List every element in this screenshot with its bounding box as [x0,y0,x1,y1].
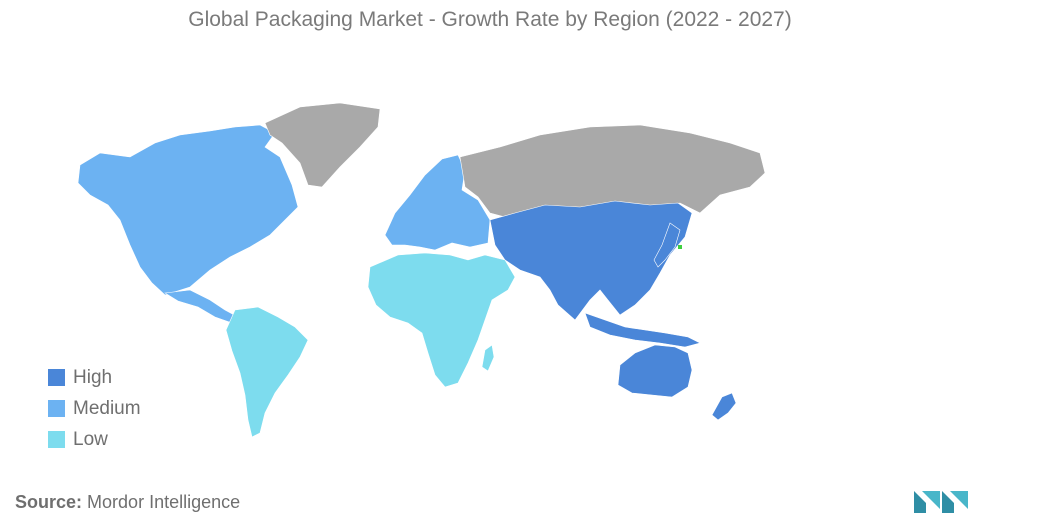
chart-title: Global Packaging Market - Growth Rate by… [188,8,792,31]
region-madagascar [481,344,495,372]
legend-label-high: High [73,366,113,388]
mordor-intelligence-logo-icon [914,491,968,513]
highlight-marker [678,245,682,249]
legend-item-high: High [48,362,141,393]
legend: High Medium Low [48,362,141,455]
region-russia [459,124,766,218]
region-south-america [225,306,309,438]
legend-label-low: Low [73,428,108,450]
world-map [77,102,766,438]
region-central-america [164,289,239,324]
region-australia [617,344,693,398]
legend-item-low: Low [48,424,141,455]
source-label: Source: [15,492,83,512]
region-north-america [77,124,299,296]
region-greenland [264,102,381,188]
region-japan [653,222,681,268]
legend-item-medium: Medium [48,393,141,424]
region-asia-pacific [489,200,693,321]
region-europe [384,154,491,251]
region-southeast-asia [584,312,701,348]
legend-swatch-medium [48,400,65,417]
legend-swatch-low [48,431,65,448]
legend-swatch-high [48,369,65,386]
region-africa-middle-east [367,252,516,388]
source-credit: Source: Mordor Intelligence [15,492,240,513]
legend-label-medium: Medium [73,397,141,419]
source-value: Mordor Intelligence [87,492,241,512]
region-new-zealand [711,392,737,421]
